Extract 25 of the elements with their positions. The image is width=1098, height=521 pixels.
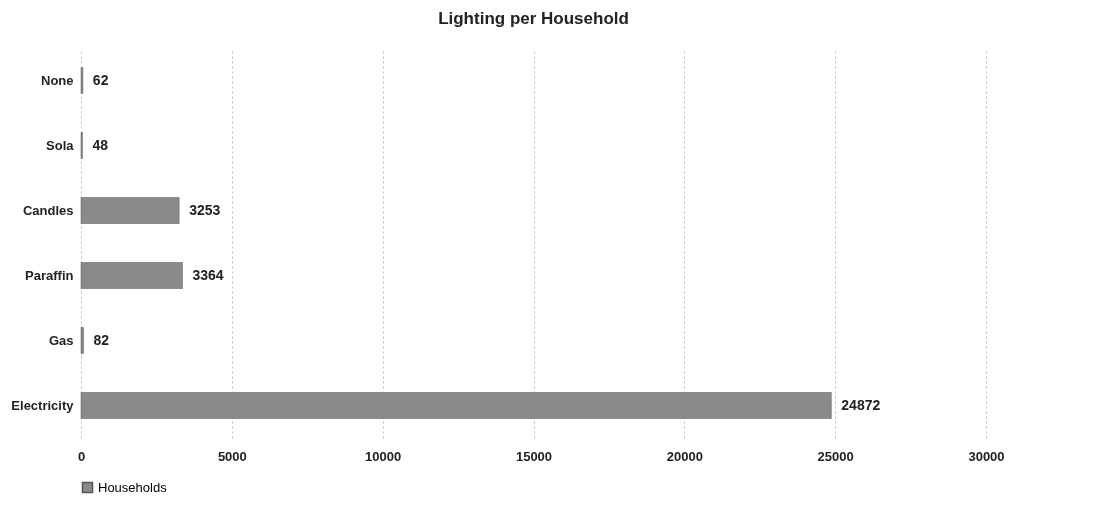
x-tick-label: 5000	[217, 448, 247, 464]
y-tick-label: Electricity	[11, 397, 75, 413]
x-tick-label: 30000	[968, 448, 1005, 464]
x-tick-label: 25000	[817, 448, 854, 464]
data-label: 48	[92, 136, 109, 153]
legend-label: Households	[98, 479, 168, 495]
y-tick-label: Paraffin	[25, 267, 74, 283]
x-tick-label: 0	[77, 448, 86, 464]
y-tick-label: Gas	[48, 332, 74, 348]
x-tick-label: 15000	[515, 448, 553, 464]
bar	[80, 197, 180, 224]
bar	[80, 262, 183, 289]
chart-title: Lighting per Household	[438, 9, 629, 28]
x-tick-label: 20000	[666, 448, 703, 464]
y-tick-label: Sola	[46, 137, 75, 153]
y-tick-label: Candles	[22, 202, 74, 218]
data-label: 82	[93, 331, 110, 348]
data-label: 24872	[841, 396, 881, 413]
data-label: 3364	[192, 266, 224, 283]
x-tick-label: 10000	[365, 448, 402, 464]
y-tick-label: None	[41, 72, 74, 88]
bar	[80, 327, 84, 354]
data-label: 3253	[189, 201, 221, 218]
data-label: 62	[92, 71, 109, 88]
bar	[80, 392, 832, 419]
